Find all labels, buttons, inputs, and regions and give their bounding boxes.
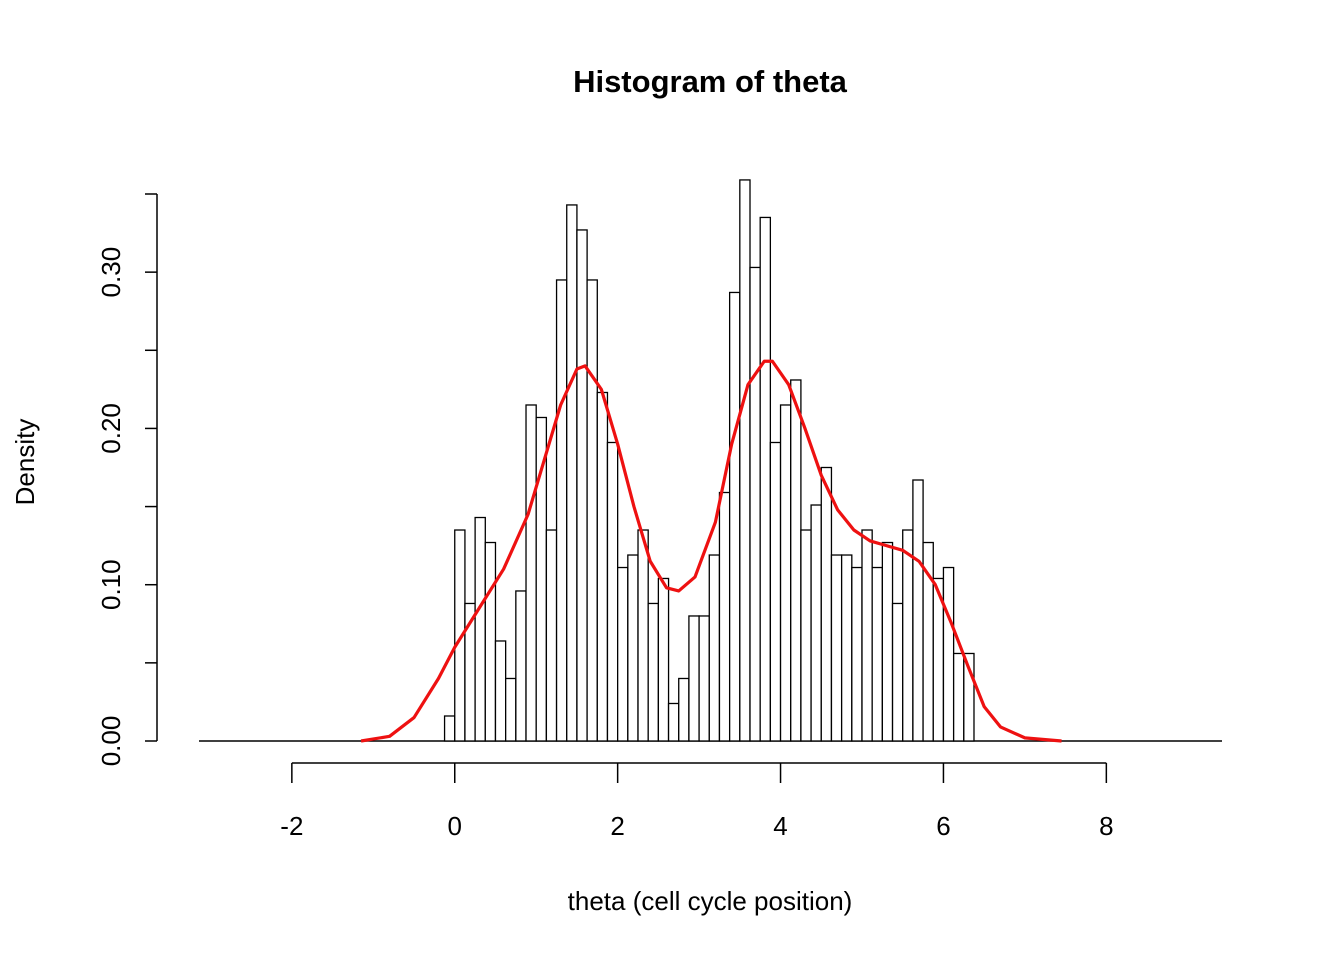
bar [667, 702, 680, 742]
bar [769, 441, 782, 742]
x-tick-label: 8 [1099, 811, 1113, 841]
bar [810, 504, 822, 742]
bar [891, 602, 904, 742]
y-tick-label: 0.00 [96, 716, 126, 767]
bar [586, 279, 598, 742]
bar [698, 615, 710, 742]
y-tick-label: 0.30 [96, 247, 126, 298]
bar [840, 554, 853, 742]
bar [952, 652, 965, 742]
bar [881, 541, 894, 742]
x-tick-label: 4 [773, 811, 787, 841]
bar [688, 615, 700, 742]
bar [718, 491, 731, 742]
x-tick-label: 6 [936, 811, 950, 841]
bar [851, 566, 863, 742]
bar [627, 554, 639, 742]
bar [606, 441, 619, 742]
bar [515, 590, 527, 742]
x-tick-label: 2 [610, 811, 624, 841]
bar [474, 516, 486, 742]
bar [963, 652, 975, 742]
bar [678, 677, 690, 742]
bar [790, 379, 802, 742]
bar [902, 529, 914, 742]
y-axis-label: Density [10, 419, 40, 506]
y-tick-label: 0.10 [96, 559, 126, 610]
bar [912, 479, 924, 742]
bar [820, 466, 833, 742]
bar [566, 204, 578, 742]
x-tick-label: -2 [280, 811, 303, 841]
bar [637, 529, 649, 742]
bar [657, 577, 670, 742]
bar [800, 529, 812, 742]
bar [505, 677, 517, 742]
bar [739, 179, 751, 742]
bar [525, 404, 537, 742]
bar [759, 216, 772, 742]
bar [576, 229, 588, 742]
density-line [360, 359, 1062, 743]
bar [861, 529, 873, 742]
y-tick-label: 0.20 [96, 403, 126, 454]
bar [545, 529, 558, 742]
x-tick-label: 0 [448, 811, 462, 841]
bar [484, 541, 497, 742]
x-axis-label: theta (cell cycle position) [568, 886, 853, 916]
bar [871, 566, 884, 742]
bar [647, 602, 660, 742]
bar [494, 640, 507, 742]
bar [942, 566, 955, 742]
bar [708, 554, 721, 742]
bar [749, 266, 761, 742]
chart-title: Histogram of theta [573, 64, 848, 99]
bar [443, 715, 456, 742]
bar [596, 391, 609, 742]
bar [779, 404, 792, 742]
bar [830, 554, 843, 742]
bar [555, 279, 568, 742]
bar [728, 291, 741, 742]
bar [616, 566, 629, 742]
